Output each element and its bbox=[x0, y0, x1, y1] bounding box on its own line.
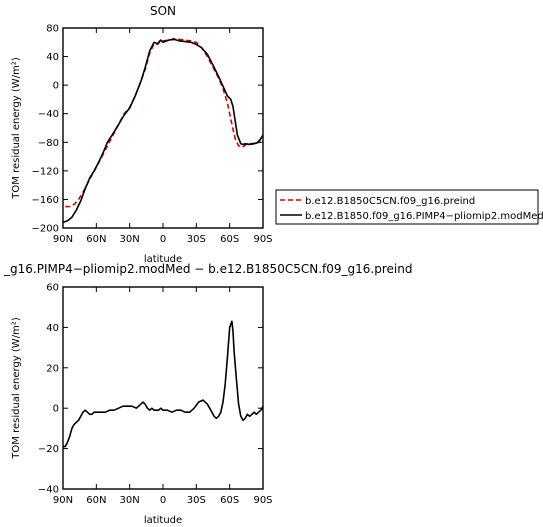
series-line-1 bbox=[62, 38, 264, 224]
x-tick-label: 30N bbox=[120, 495, 140, 506]
bottom-series-lines bbox=[63, 320, 264, 448]
y-tick-label: −80 bbox=[38, 138, 59, 149]
x-tick-label: 0 bbox=[160, 495, 166, 506]
x-tick-label: 60S bbox=[220, 495, 239, 506]
bottom-x-axis-label: latitude bbox=[144, 515, 182, 526]
y-tick-label: 0 bbox=[53, 81, 59, 92]
x-tick-label: 30N bbox=[120, 234, 140, 245]
y-tick-label: 40 bbox=[46, 323, 59, 334]
top-x-ticks: 90N 60N 30N 0 30S 60S 90S bbox=[53, 28, 273, 245]
bottom-x-ticks: 90N 60N 30N 0 30S 60S 90S bbox=[53, 287, 273, 506]
top-series-lines bbox=[62, 37, 264, 224]
x-tick-label: 90N bbox=[53, 234, 73, 245]
bottom-y-ticks: 60 40 20 0 −20 −40 bbox=[38, 283, 263, 496]
x-tick-label: 60N bbox=[86, 234, 106, 245]
legend-label-modmed: b.e12.B1850.f09_g16.PIMP4−pliomip2.modMe… bbox=[305, 211, 543, 222]
x-tick-label: 60S bbox=[220, 234, 239, 245]
y-tick-label: 20 bbox=[46, 363, 59, 374]
top-y-axis-label: TOM residual energy (W/m²) bbox=[11, 57, 22, 200]
x-tick-label: 90S bbox=[253, 234, 272, 245]
series-line-0 bbox=[63, 320, 264, 448]
y-tick-label: −40 bbox=[38, 109, 59, 120]
y-tick-label: 40 bbox=[46, 52, 59, 63]
y-tick-label: −160 bbox=[32, 195, 59, 206]
y-tick-label: −120 bbox=[32, 166, 59, 177]
y-tick-label: −200 bbox=[32, 224, 59, 235]
y-tick-label: −40 bbox=[38, 485, 59, 496]
x-tick-label: 60N bbox=[86, 495, 106, 506]
y-tick-label: 60 bbox=[46, 283, 59, 294]
bottom-plot-frame bbox=[62, 286, 264, 490]
legend-label-preind: b.e12.B1850C5CN.f09_g16.preind bbox=[305, 196, 475, 207]
x-tick-label: 90N bbox=[53, 495, 73, 506]
y-tick-label: 80 bbox=[46, 24, 59, 35]
y-tick-label: −20 bbox=[38, 444, 59, 455]
x-tick-label: 30S bbox=[187, 234, 206, 245]
x-tick-label: 90S bbox=[253, 495, 272, 506]
bottom-chart-title: _g16.PIMP4−pliomip2.modMed − b.e12.B1850… bbox=[3, 262, 412, 276]
top-x-axis-label: latitude bbox=[144, 254, 182, 265]
top-panel: SON 80 40 0 −40 −80 −120 −160 −200 90N 60N 30N 0 30… bbox=[11, 4, 273, 265]
top-chart-title: SON bbox=[150, 4, 176, 18]
x-tick-label: 30S bbox=[187, 495, 206, 506]
y-tick-label: 0 bbox=[53, 404, 59, 415]
bottom-y-axis-label: TOM residual energy (W/m²) bbox=[11, 317, 22, 460]
legend-box bbox=[275, 189, 539, 225]
series-line-0 bbox=[65, 37, 264, 208]
legend: b.e12.B1850C5CN.f09_g16.preind b.e12.B18… bbox=[275, 189, 543, 225]
top-y-ticks: 80 40 0 −40 −80 −120 −160 −200 bbox=[32, 24, 263, 235]
bottom-panel: _g16.PIMP4−pliomip2.modMed − b.e12.B1850… bbox=[3, 262, 412, 526]
x-tick-label: 0 bbox=[160, 234, 166, 245]
